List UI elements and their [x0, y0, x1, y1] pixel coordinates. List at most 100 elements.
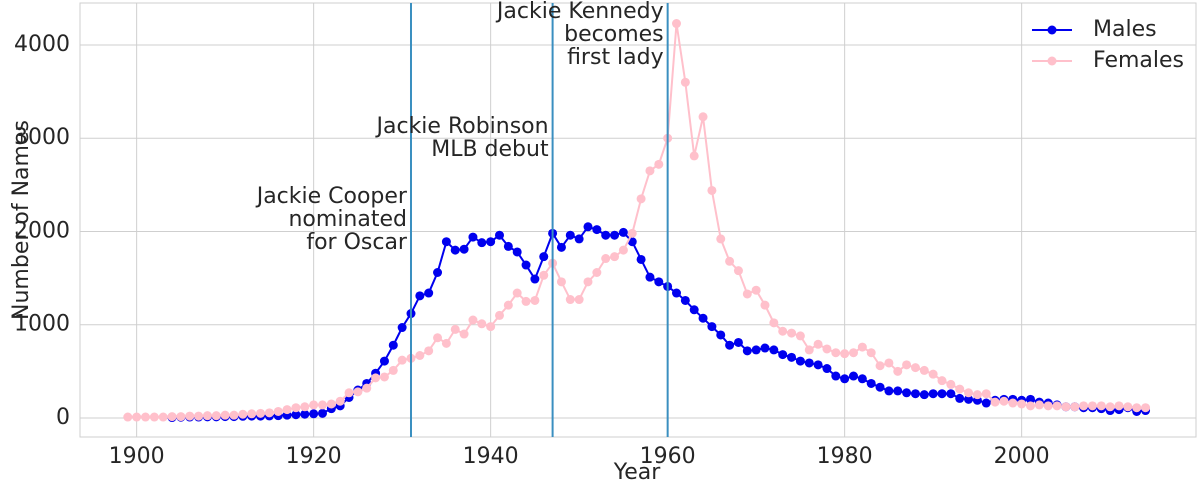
data-point	[902, 360, 912, 370]
data-point	[468, 232, 478, 242]
data-point	[654, 159, 664, 169]
data-point	[778, 350, 788, 360]
data-point	[556, 242, 566, 252]
data-point	[459, 244, 469, 254]
data-point	[822, 364, 832, 374]
data-point	[760, 300, 770, 310]
annotation-text: MLB debut	[431, 137, 549, 162]
data-point	[556, 277, 566, 287]
data-point	[937, 389, 947, 399]
data-point	[964, 388, 974, 398]
data-point	[379, 372, 389, 382]
data-point	[1008, 398, 1018, 408]
data-point	[742, 346, 752, 356]
data-point	[1034, 400, 1044, 410]
data-point	[733, 337, 743, 347]
data-point	[627, 228, 637, 238]
data-point	[725, 340, 735, 350]
data-point	[397, 355, 407, 365]
data-point	[875, 361, 885, 371]
data-point	[521, 260, 531, 270]
data-point	[1123, 402, 1133, 412]
data-point	[919, 390, 929, 400]
data-point	[530, 274, 540, 284]
data-point	[645, 272, 655, 282]
data-point	[884, 386, 894, 396]
data-point	[636, 254, 646, 264]
data-point	[592, 225, 602, 235]
data-point	[574, 295, 584, 305]
x-tick-label: 1920	[286, 444, 342, 469]
data-point	[893, 386, 903, 396]
legend-marker	[1047, 25, 1057, 35]
data-point	[326, 399, 336, 409]
data-point	[804, 358, 814, 368]
y-tick-label: 3000	[14, 125, 70, 150]
data-point	[565, 230, 575, 240]
data-point	[689, 305, 699, 315]
data-point	[760, 343, 770, 353]
data-point	[503, 241, 513, 251]
data-point	[910, 389, 920, 399]
data-point	[238, 409, 248, 419]
data-point	[494, 310, 504, 320]
data-point	[362, 383, 372, 393]
data-point	[176, 412, 186, 422]
data-point	[309, 400, 319, 410]
data-point	[654, 277, 664, 287]
data-point	[937, 376, 947, 386]
data-point	[618, 227, 628, 237]
data-point	[707, 185, 717, 195]
data-point	[486, 322, 496, 332]
data-point	[981, 398, 991, 408]
y-tick-label: 4000	[14, 32, 70, 57]
annotation-text: nominated	[288, 207, 407, 232]
x-tick-label: 1940	[463, 444, 519, 469]
data-point	[981, 389, 991, 399]
legend-label: Females	[1093, 48, 1184, 73]
data-point	[202, 411, 212, 421]
annotation-text: Jackie Kennedy	[495, 0, 664, 24]
data-point	[264, 408, 274, 418]
data-point	[1105, 402, 1115, 412]
data-point	[229, 410, 239, 420]
data-point	[822, 344, 832, 354]
data-point	[716, 330, 726, 340]
data-point	[530, 295, 540, 305]
x-tick-label: 2000	[994, 444, 1050, 469]
data-point	[928, 389, 938, 399]
data-point	[601, 230, 611, 240]
data-point	[317, 408, 327, 418]
data-point	[273, 406, 283, 416]
data-point	[671, 19, 681, 29]
data-point	[1052, 401, 1062, 411]
data-point	[698, 313, 708, 323]
data-point	[1017, 399, 1027, 409]
data-point	[317, 400, 327, 410]
data-point	[1087, 401, 1097, 411]
y-tick-label: 2000	[14, 218, 70, 243]
data-point	[849, 348, 859, 358]
legend-marker	[1047, 56, 1057, 66]
data-point	[194, 411, 204, 421]
data-point	[680, 295, 690, 305]
data-point	[840, 349, 850, 359]
data-point	[804, 345, 814, 355]
data-point	[494, 230, 504, 240]
data-point	[946, 379, 956, 389]
data-point	[831, 371, 841, 381]
data-point	[433, 268, 443, 278]
annotation-text: Jackie Robinson	[375, 114, 549, 139]
data-point	[158, 412, 168, 422]
data-point	[698, 112, 708, 122]
data-point	[441, 338, 451, 348]
y-tick-label: 1000	[14, 312, 70, 337]
data-point	[1132, 403, 1142, 413]
legend-label: Males	[1093, 17, 1157, 42]
data-point	[344, 388, 354, 398]
data-point	[910, 363, 920, 373]
data-point	[512, 288, 522, 298]
data-point	[1079, 401, 1089, 411]
data-point	[450, 245, 460, 255]
